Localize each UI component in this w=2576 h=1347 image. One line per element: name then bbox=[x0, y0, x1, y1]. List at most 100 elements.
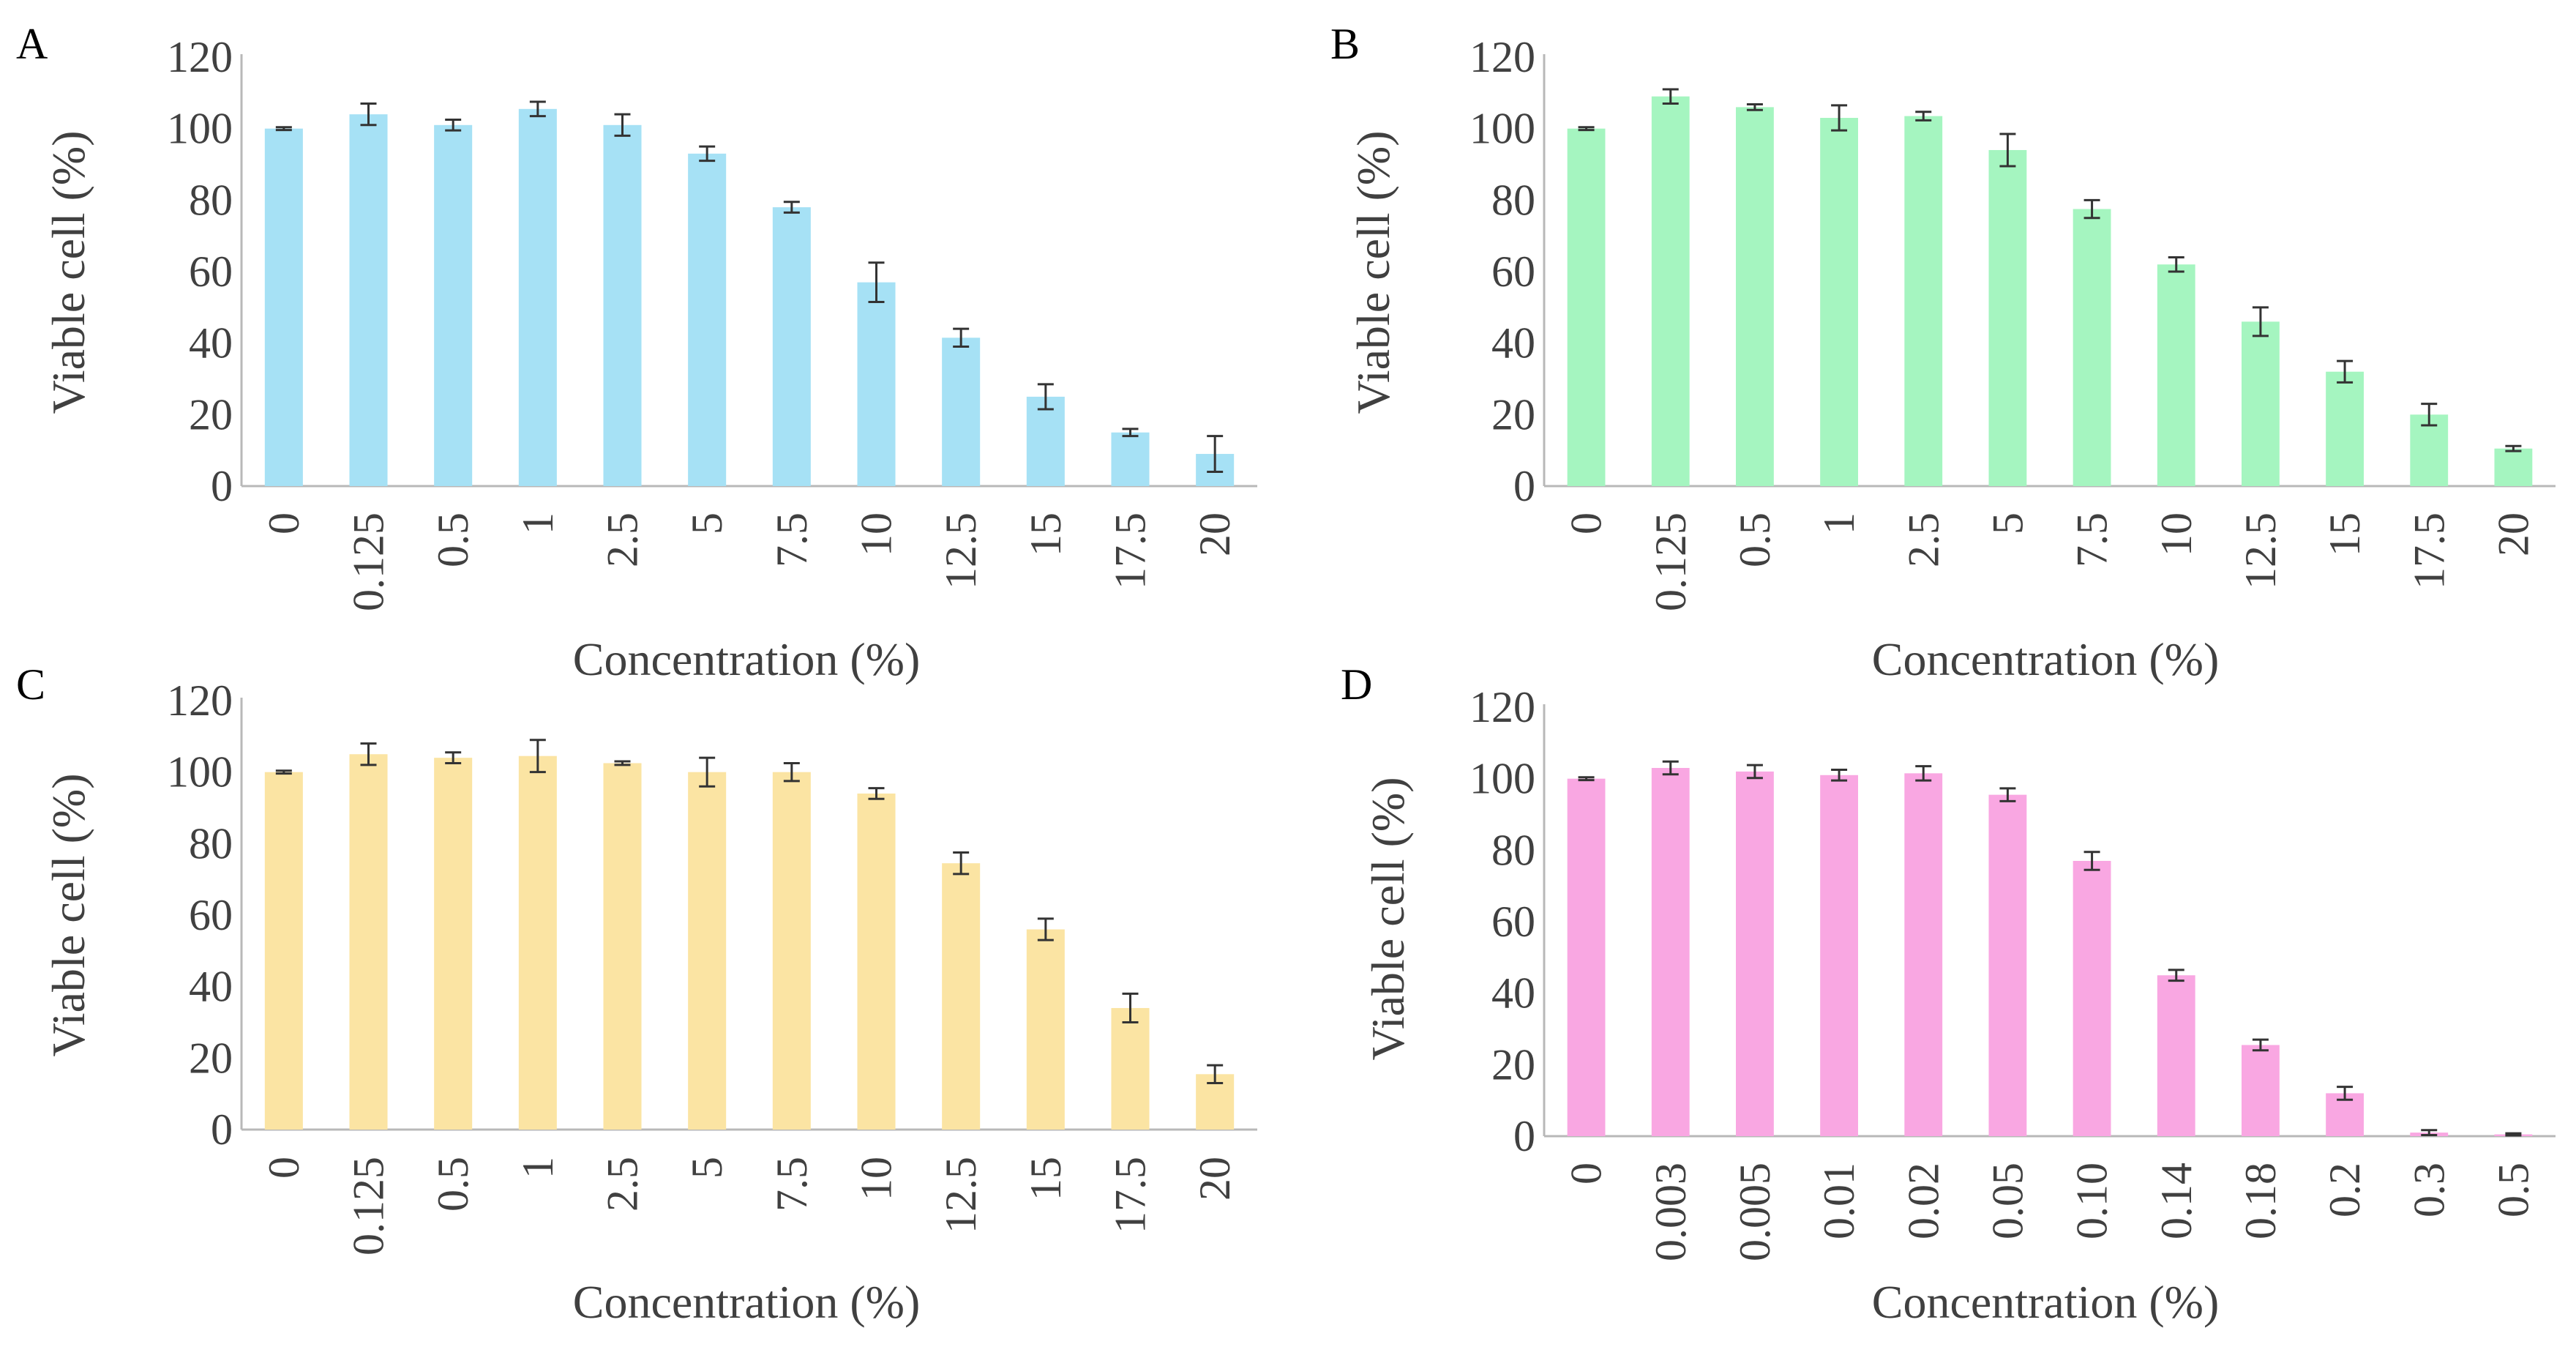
x-tick-label: 0.125 bbox=[1647, 512, 1695, 611]
bar bbox=[772, 772, 811, 1130]
y-tick-label: 120 bbox=[167, 33, 233, 81]
bar bbox=[1736, 771, 1774, 1136]
error-bar bbox=[1122, 992, 1139, 1023]
x-tick-label: 0 bbox=[1562, 1163, 1611, 1184]
y-tick-label: 80 bbox=[189, 176, 233, 224]
error-bar bbox=[2505, 1132, 2522, 1137]
x-tick-label: 1 bbox=[514, 1157, 562, 1179]
x-tick-label: 0.18 bbox=[2236, 1163, 2285, 1239]
x-tick-label: 7.5 bbox=[768, 512, 816, 567]
x-tick-label: 0.10 bbox=[2068, 1163, 2116, 1239]
y-axis-title: Viable cell (%) bbox=[42, 773, 94, 1056]
error-bar bbox=[1578, 126, 1595, 132]
y-tick-label: 0 bbox=[211, 462, 233, 510]
error-bar bbox=[529, 100, 546, 118]
x-tick-label: 1 bbox=[514, 512, 562, 534]
error-bar bbox=[275, 126, 292, 132]
error-bar bbox=[2421, 1129, 2438, 1137]
error-bar bbox=[1662, 760, 1679, 776]
x-tick-label: 10 bbox=[2152, 512, 2201, 556]
bar bbox=[942, 337, 981, 486]
panel-b: B Viable cell (%) Concentration (%) 0 20 4… bbox=[1330, 20, 2556, 685]
x-axis-title: Concentration (%) bbox=[573, 633, 921, 685]
x-tick-label: 20 bbox=[1191, 1157, 1239, 1201]
error-bar bbox=[868, 261, 885, 304]
error-bar bbox=[1037, 917, 1054, 941]
panel-label: B bbox=[1330, 20, 1360, 68]
bar bbox=[1111, 432, 1150, 486]
panel-label: A bbox=[16, 20, 48, 68]
error-bar bbox=[2421, 403, 2438, 427]
y-tick-label: 80 bbox=[1491, 826, 1535, 874]
error-bar bbox=[2168, 255, 2184, 273]
bar bbox=[1651, 768, 1690, 1136]
y-tick-label: 0 bbox=[211, 1105, 233, 1154]
y-tick-label: 20 bbox=[1491, 390, 1535, 439]
error-bar bbox=[2252, 306, 2269, 337]
x-tick-label: 20 bbox=[1191, 512, 1239, 556]
y-tick-label: 60 bbox=[189, 247, 233, 296]
x-tick-label: 0 bbox=[260, 512, 308, 534]
y-tick-label: 80 bbox=[1491, 176, 1535, 224]
x-tick-label: 0.5 bbox=[1731, 512, 1779, 567]
bar bbox=[2073, 860, 2111, 1136]
x-tick-label: 7.5 bbox=[2068, 512, 2116, 567]
error-bar bbox=[2337, 1086, 2354, 1101]
bar bbox=[2073, 209, 2111, 486]
error-bar bbox=[953, 851, 970, 876]
x-tick-label: 0.003 bbox=[1647, 1163, 1695, 1261]
error-bar bbox=[2337, 359, 2354, 384]
y-tick-label: 60 bbox=[189, 891, 233, 939]
bar bbox=[1736, 107, 1774, 486]
bar bbox=[1904, 773, 1943, 1136]
error-bar bbox=[1122, 428, 1139, 438]
panel-label: C bbox=[16, 660, 45, 709]
y-tick-label: 120 bbox=[1469, 33, 1535, 81]
error-bar bbox=[2083, 851, 2100, 871]
bar bbox=[942, 863, 981, 1130]
error-bar bbox=[360, 102, 377, 127]
x-tick-label: 10 bbox=[853, 1157, 901, 1201]
x-tick-label: 0.14 bbox=[2152, 1163, 2201, 1239]
error-bar bbox=[360, 742, 377, 766]
y-tick-label: 100 bbox=[1469, 755, 1535, 803]
error-bar bbox=[1746, 764, 1763, 780]
y-tick-label: 20 bbox=[1491, 1040, 1535, 1089]
x-axis-title: Concentration (%) bbox=[1872, 1276, 2220, 1328]
x-tick-label: 5 bbox=[683, 512, 731, 534]
error-bar bbox=[1999, 133, 2016, 168]
bar bbox=[1026, 396, 1065, 486]
bar bbox=[2157, 975, 2195, 1136]
x-tick-label: 2.5 bbox=[599, 1157, 647, 1212]
error-bar bbox=[275, 769, 292, 775]
bar bbox=[2157, 264, 2195, 486]
y-tick-label: 40 bbox=[1491, 969, 1535, 1018]
error-bar bbox=[953, 327, 970, 348]
bar bbox=[1026, 929, 1065, 1130]
bar bbox=[434, 758, 473, 1130]
x-tick-label: 0.01 bbox=[1815, 1163, 1863, 1239]
x-tick-label: 0.5 bbox=[2489, 1163, 2537, 1217]
x-tick-label: 0.3 bbox=[2405, 1163, 2453, 1217]
y-tick-label: 0 bbox=[1513, 1112, 1535, 1160]
error-bar bbox=[699, 145, 716, 163]
y-tick-label: 100 bbox=[167, 748, 233, 796]
bar bbox=[349, 754, 388, 1130]
panel-label: D bbox=[1341, 660, 1372, 709]
error-bar bbox=[614, 760, 631, 766]
x-tick-label: 0.5 bbox=[429, 1157, 477, 1212]
y-tick-label: 120 bbox=[1469, 683, 1535, 731]
x-axis-title: Concentration (%) bbox=[1872, 633, 2220, 685]
y-axis-title: Viable cell (%) bbox=[1362, 777, 1414, 1060]
y-tick-label: 40 bbox=[189, 963, 233, 1011]
bar bbox=[1651, 96, 1690, 486]
bar bbox=[2326, 371, 2364, 486]
y-tick-label: 40 bbox=[1491, 319, 1535, 367]
error-bar bbox=[614, 113, 631, 137]
x-tick-label: 0.05 bbox=[1983, 1163, 2032, 1239]
error-bar bbox=[1037, 383, 1054, 411]
bar bbox=[349, 114, 388, 486]
bar bbox=[518, 108, 557, 486]
panel-a: A Viable cell (%) Concentration (%) 0 20 4… bbox=[16, 20, 1257, 685]
